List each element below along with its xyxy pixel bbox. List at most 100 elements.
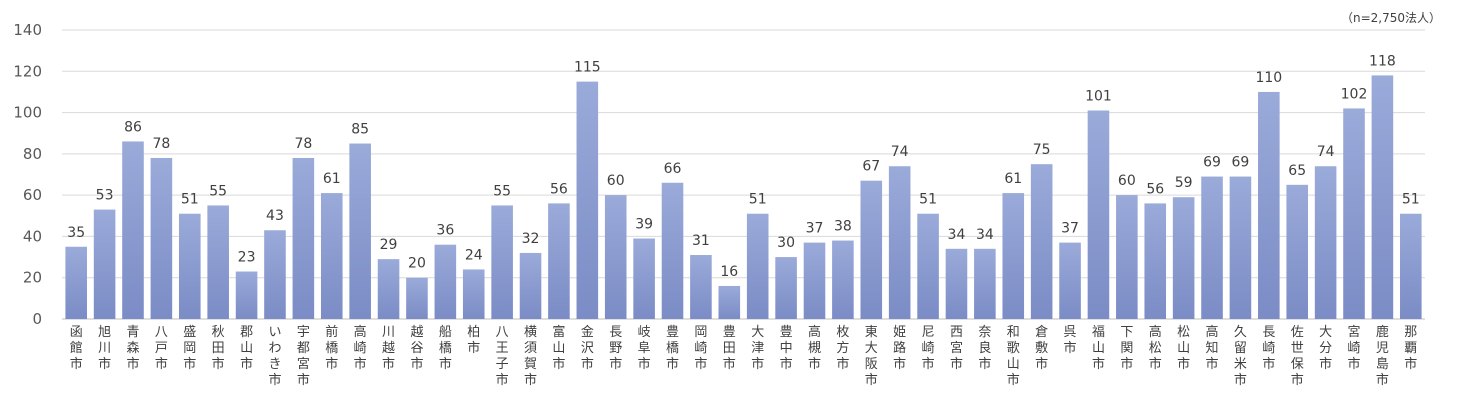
data-label: 67 (862, 159, 880, 175)
category-label: 奈良市 (978, 325, 991, 372)
data-label: 118 (1369, 53, 1396, 69)
data-label: 74 (891, 144, 909, 160)
data-labels: 35 53 86 78 51 55 23 43 78 61 85 29 20 36 24 55 32 56 115 6… (67, 53, 1419, 280)
bar (917, 213, 939, 319)
category-label: 佐世保市 (1291, 325, 1304, 388)
y-tick-label: 120 (13, 62, 42, 80)
category-label: 郡山市 (240, 325, 253, 372)
category-label: 豊橋市 (666, 325, 679, 372)
data-label: 29 (380, 237, 398, 253)
category-label: 長崎市 (1262, 325, 1275, 372)
y-axis-ticks: 0 20 40 60 80 100 120 140 (13, 21, 42, 328)
category-labels: 函館市 旭川市 青森市 八戸市 盛岡市 秋田市 郡山市 いわき市 宇都宮市 前橋市 高崎市 川越市 越谷… (70, 324, 1418, 388)
bar (1030, 164, 1053, 319)
data-label: 35 (67, 225, 85, 241)
y-tick-label: 140 (13, 21, 42, 39)
bar (1059, 242, 1081, 319)
data-label: 36 (436, 223, 454, 239)
category-label: 尼崎市 (922, 325, 935, 372)
category-label: 豊中市 (780, 325, 793, 372)
category-label: 高知市 (1206, 324, 1219, 372)
bar (1400, 213, 1422, 319)
data-label: 16 (720, 264, 738, 280)
category-label: 高松市 (1149, 324, 1162, 372)
category-label: 岐阜市 (638, 325, 651, 372)
category-label: 長野市 (609, 325, 622, 372)
bar (1258, 91, 1280, 319)
category-label: 川越市 (382, 325, 395, 372)
bar (434, 244, 457, 319)
data-label: 51 (919, 192, 937, 208)
category-label: 倉敷市 (1035, 325, 1048, 372)
data-label: 32 (522, 231, 540, 247)
bar (746, 213, 769, 319)
data-label: 66 (664, 161, 682, 177)
data-label: 56 (550, 181, 568, 197)
y-tick-label: 40 (23, 227, 42, 245)
category-label: 盛岡市 (183, 325, 196, 372)
bar (1343, 108, 1365, 319)
category-label: 越谷市 (410, 325, 423, 372)
category-label: 豊田市 (723, 325, 736, 372)
data-label: 23 (238, 250, 256, 266)
category-label: 富山市 (552, 324, 565, 372)
sample-size-note: （n=2,750法人） (1340, 11, 1441, 25)
category-label: 旭川市 (98, 325, 111, 372)
category-label: 東大阪市 (865, 324, 878, 388)
category-label: 大津市 (751, 325, 764, 372)
y-tick-label: 80 (23, 145, 42, 163)
bar (320, 193, 343, 319)
data-label: 53 (96, 188, 114, 204)
category-label: 前橋市 (325, 324, 338, 372)
data-label: 51 (749, 192, 767, 208)
data-label: 61 (323, 171, 341, 187)
data-label: 24 (465, 247, 483, 263)
data-label: 20 (408, 256, 426, 272)
y-tick-label: 100 (13, 104, 42, 122)
data-label: 43 (266, 208, 284, 224)
bar (633, 238, 655, 319)
category-label: 西宮市 (950, 325, 963, 372)
bar (1314, 166, 1337, 319)
category-label: 呉市 (1064, 325, 1077, 356)
bar (1144, 203, 1167, 319)
bar (150, 157, 173, 319)
bar (349, 143, 371, 319)
category-label: 姫路市 (893, 325, 906, 372)
category-label: 柏市 (467, 325, 480, 356)
data-label: 39 (635, 216, 653, 232)
bar (888, 166, 911, 319)
category-label: 横須賀市 (524, 325, 537, 388)
category-label: 和歌山市 (1007, 325, 1020, 388)
y-tick-label: 20 (23, 269, 42, 287)
data-label: 51 (181, 192, 199, 208)
bar (775, 257, 797, 319)
bar (718, 285, 741, 319)
bar (1286, 184, 1309, 319)
bar (803, 242, 826, 319)
bar (178, 213, 201, 319)
y-tick-label: 0 (32, 310, 42, 328)
data-label: 34 (976, 227, 994, 243)
data-label: 86 (124, 119, 142, 135)
bar (462, 269, 485, 319)
data-label: 31 (692, 233, 710, 249)
data-label: 56 (1146, 181, 1164, 197)
category-label: 函館市 (70, 325, 83, 372)
bar (548, 203, 570, 319)
data-label: 37 (806, 221, 824, 237)
bar (1087, 110, 1110, 319)
category-label: 福山市 (1092, 325, 1105, 372)
data-label: 78 (152, 136, 170, 152)
data-label: 74 (1317, 144, 1335, 160)
bar (974, 248, 996, 319)
bar (1172, 197, 1195, 319)
bar (65, 246, 87, 319)
data-label: 51 (1402, 192, 1420, 208)
data-label: 69 (1203, 155, 1221, 171)
bar (491, 205, 513, 319)
category-label: 高崎市 (354, 324, 367, 372)
bar (406, 277, 428, 319)
category-label: いわき市 (268, 325, 281, 388)
